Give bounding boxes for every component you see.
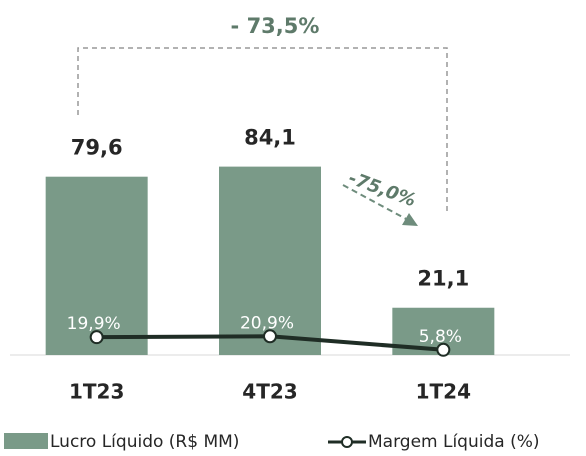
arrow	[342, 184, 409, 221]
arrow-head	[402, 213, 418, 226]
annotation: - 73,5%	[231, 14, 320, 38]
bar-label: 79,6	[71, 136, 123, 160]
bar	[219, 166, 321, 355]
x-tick-label: 4T23	[242, 380, 297, 404]
x-tick-label: 1T24	[416, 380, 471, 404]
bar-label: 84,1	[244, 126, 296, 150]
legend-label: Lucro Líquido (R$ MM)	[50, 432, 239, 452]
bar-label: 21,1	[417, 267, 469, 291]
bar	[45, 176, 148, 355]
marker	[89, 330, 104, 345]
line-label: 20,9%	[240, 313, 294, 333]
legend-label: Margem Líquida (%)	[368, 432, 540, 452]
legend-marker	[341, 436, 353, 448]
x-tick-label: 1T23	[69, 380, 124, 404]
marker	[436, 342, 451, 357]
annotation: -75,0%	[346, 168, 419, 212]
line-label: 5,8%	[419, 327, 462, 347]
line-label: 19,9%	[67, 314, 121, 334]
legend-swatch	[4, 433, 48, 449]
marker	[263, 329, 277, 344]
